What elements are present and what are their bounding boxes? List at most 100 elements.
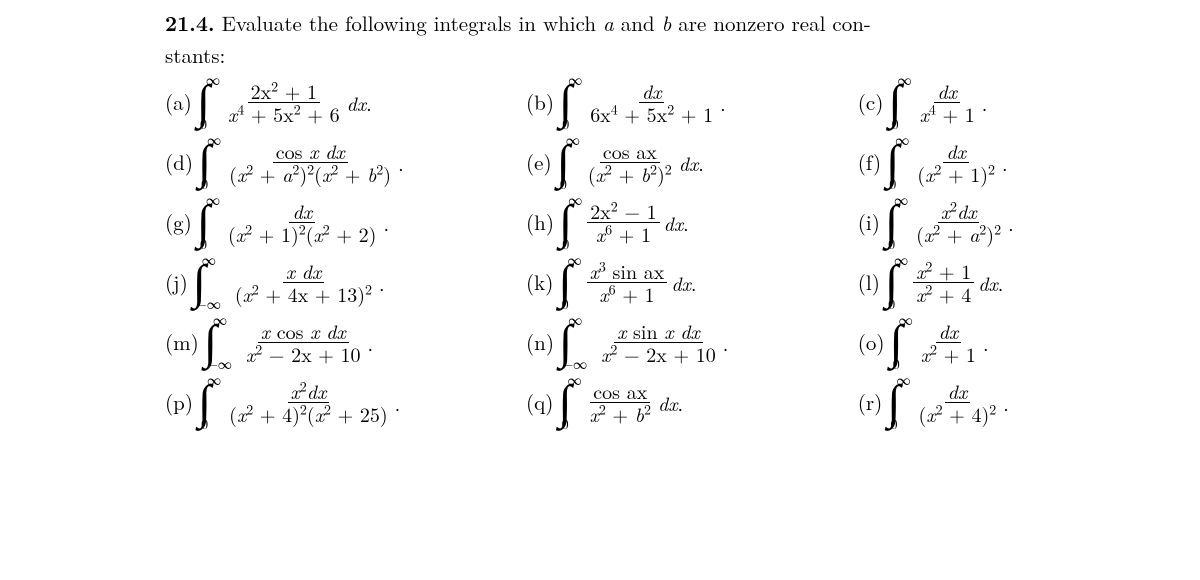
lower-limit: 0 <box>562 117 576 131</box>
fraction: 2x2 − 1x6 + 1 <box>587 200 659 245</box>
fraction: cos axx2 + b2 <box>587 380 654 425</box>
integral-limits: ∞0 <box>894 209 908 237</box>
item-label: (a) <box>165 89 192 115</box>
lower-limit: 0 <box>889 177 903 191</box>
stem-var-a: a <box>603 8 614 38</box>
trailing: dx. <box>347 90 372 115</box>
integral-limits: ∞0 <box>568 389 582 417</box>
problem-number: 21.4. <box>165 8 215 38</box>
lower-limit: 0 <box>888 237 902 251</box>
item-label: (e) <box>526 149 552 175</box>
denominator: x6 + 1 <box>593 223 654 245</box>
denominator: x2 − 2x + 10 <box>243 343 364 365</box>
integral-limits: ∞0 <box>568 269 582 297</box>
integral-row: (a)∫∞02x2 + 1x4 + 5x2 + 6 dx.(b)∫∞0dx6x4… <box>165 75 1170 131</box>
item-label: (h) <box>526 209 554 235</box>
item-label: (f) <box>858 149 881 175</box>
trailing: . <box>1008 210 1014 235</box>
fraction: 2x2 + 1x4 + 5x2 + 6 <box>225 80 343 125</box>
integral-limits: ∞0 <box>207 149 221 177</box>
lower-limit: 0 <box>891 417 905 431</box>
denominator: x2 + b2 <box>587 403 654 425</box>
integral-limits: ∞0 <box>206 209 220 237</box>
trailing: . <box>379 270 385 295</box>
lower-limit: −∞ <box>196 297 221 311</box>
fraction: x dx(x2 + 4x + 13)2 <box>232 260 375 305</box>
integral-item: (c)∫∞0dxx4 + 1. <box>858 80 1170 125</box>
denominator: x2 − 2x + 10 <box>598 343 719 365</box>
trailing: . <box>983 330 989 355</box>
fraction: dx6x4 + 5x2 + 1 <box>587 80 716 125</box>
denominator: x6 + 1 <box>596 283 657 305</box>
integral-limits: ∞0 <box>566 149 580 177</box>
integral-limits: ∞0 <box>207 389 221 417</box>
integral-item: (h)∫∞02x2 − 1x6 + 1 dx. <box>526 200 858 245</box>
item-label: (q) <box>526 389 553 415</box>
trailing: . <box>720 90 726 115</box>
trailing: dx. <box>658 390 683 415</box>
integral-item: (d)∫∞0cos x dx(x2 + a2)2(x2 + b2). <box>165 140 526 185</box>
integral-item: (r)∫∞0dx(x2 + 4)2. <box>858 380 1170 425</box>
item-label: (b) <box>526 89 554 115</box>
fraction: dxx4 + 1 <box>917 80 978 125</box>
integral-limits: ∞0 <box>894 269 908 297</box>
item-label: (n) <box>526 329 554 355</box>
lower-limit: 0 <box>562 237 576 251</box>
lower-limit: −∞ <box>562 357 587 371</box>
integral-row: (g)∫∞0dx(x2 + 1)2(x2 + 2).(h)∫∞02x2 − 1x… <box>165 195 1170 251</box>
integral-limits: ∞0 <box>898 89 912 117</box>
integral-item: (i)∫∞0x2dx(x2 + a2)2. <box>858 200 1170 245</box>
integral-row: (j)∫∞−∞x dx(x2 + 4x + 13)2.(k)∫∞0x3 sin … <box>165 255 1170 311</box>
lower-limit: 0 <box>200 237 214 251</box>
fraction: dx(x2 + 1)2 <box>914 140 998 185</box>
integral-item: (m)∫∞−∞x cos x dxx2 − 2x + 10. <box>165 320 526 365</box>
stem-var-b: b <box>662 8 672 38</box>
integral-limits: ∞−∞ <box>213 329 238 357</box>
integral-item: (n)∫∞−∞x sin x dxx2 − 2x + 10. <box>526 320 858 365</box>
trailing: dx. <box>679 150 704 175</box>
integral-limits: ∞0 <box>568 209 582 237</box>
trailing: . <box>368 330 374 355</box>
upper-limit: ∞ <box>894 253 908 267</box>
fraction: x sin x dxx2 − 2x + 10 <box>598 320 719 365</box>
item-label: (m) <box>165 329 199 355</box>
upper-limit: ∞ <box>568 73 582 87</box>
item-label: (p) <box>165 389 193 415</box>
integral-row: (m)∫∞−∞x cos x dxx2 − 2x + 10.(n)∫∞−∞x s… <box>165 315 1170 371</box>
problem-statement: 21.4. Evaluate the following integrals i… <box>165 10 1170 36</box>
integral-item: (p)∫∞0x2dx(x2 + 4)2(x2 + 25). <box>165 380 526 425</box>
problem-statement-2: stants: <box>165 42 1170 68</box>
item-label: (k) <box>526 269 553 295</box>
upper-limit: ∞ <box>568 193 582 207</box>
upper-limit: ∞ <box>899 313 913 327</box>
trailing: . <box>1003 390 1009 415</box>
integral-limits: ∞0 <box>895 149 909 177</box>
item-label: (o) <box>858 329 885 355</box>
trailing: dx. <box>664 210 689 235</box>
lower-limit: 0 <box>888 297 902 311</box>
integral-limits: ∞0 <box>897 389 911 417</box>
integral-item: (k)∫∞0x3 sin axx6 + 1 dx. <box>526 260 858 305</box>
integral-item: (e)∫∞0cos ax(x2 + b2)2 dx. <box>526 140 858 185</box>
integral-item: (q)∫∞0cos axx2 + b2 dx. <box>526 380 858 425</box>
upper-limit: ∞ <box>898 73 912 87</box>
trailing: . <box>982 90 988 115</box>
integral-item: (l)∫∞0x2 + 1x2 + 4 dx. <box>858 260 1170 305</box>
fraction: dx(x2 + 1)2(x2 + 2) <box>225 200 379 245</box>
page: 21.4. Evaluate the following integrals i… <box>0 0 1200 431</box>
upper-limit: ∞ <box>566 133 580 147</box>
integral-item: (a)∫∞02x2 + 1x4 + 5x2 + 6 dx. <box>165 80 526 125</box>
integral-limits: ∞0 <box>206 89 220 117</box>
item-label: (g) <box>165 209 192 235</box>
lower-limit: 0 <box>560 177 574 191</box>
integral-grid: (a)∫∞02x2 + 1x4 + 5x2 + 6 dx.(b)∫∞0dx6x4… <box>165 75 1170 431</box>
denominator: (x2 + 4)2(x2 + 25) <box>226 403 390 425</box>
trailing: . <box>383 210 389 235</box>
lower-limit: −∞ <box>207 357 232 371</box>
integral-row: (d)∫∞0cos x dx(x2 + a2)2(x2 + b2).(e)∫∞0… <box>165 135 1170 191</box>
lower-limit: 0 <box>562 417 576 431</box>
item-label: (j) <box>165 269 188 295</box>
stem-text-1: Evaluate the following integrals in whic… <box>222 8 603 38</box>
lower-limit: 0 <box>200 117 214 131</box>
fraction: x2dx(x2 + a2)2 <box>913 200 1004 245</box>
